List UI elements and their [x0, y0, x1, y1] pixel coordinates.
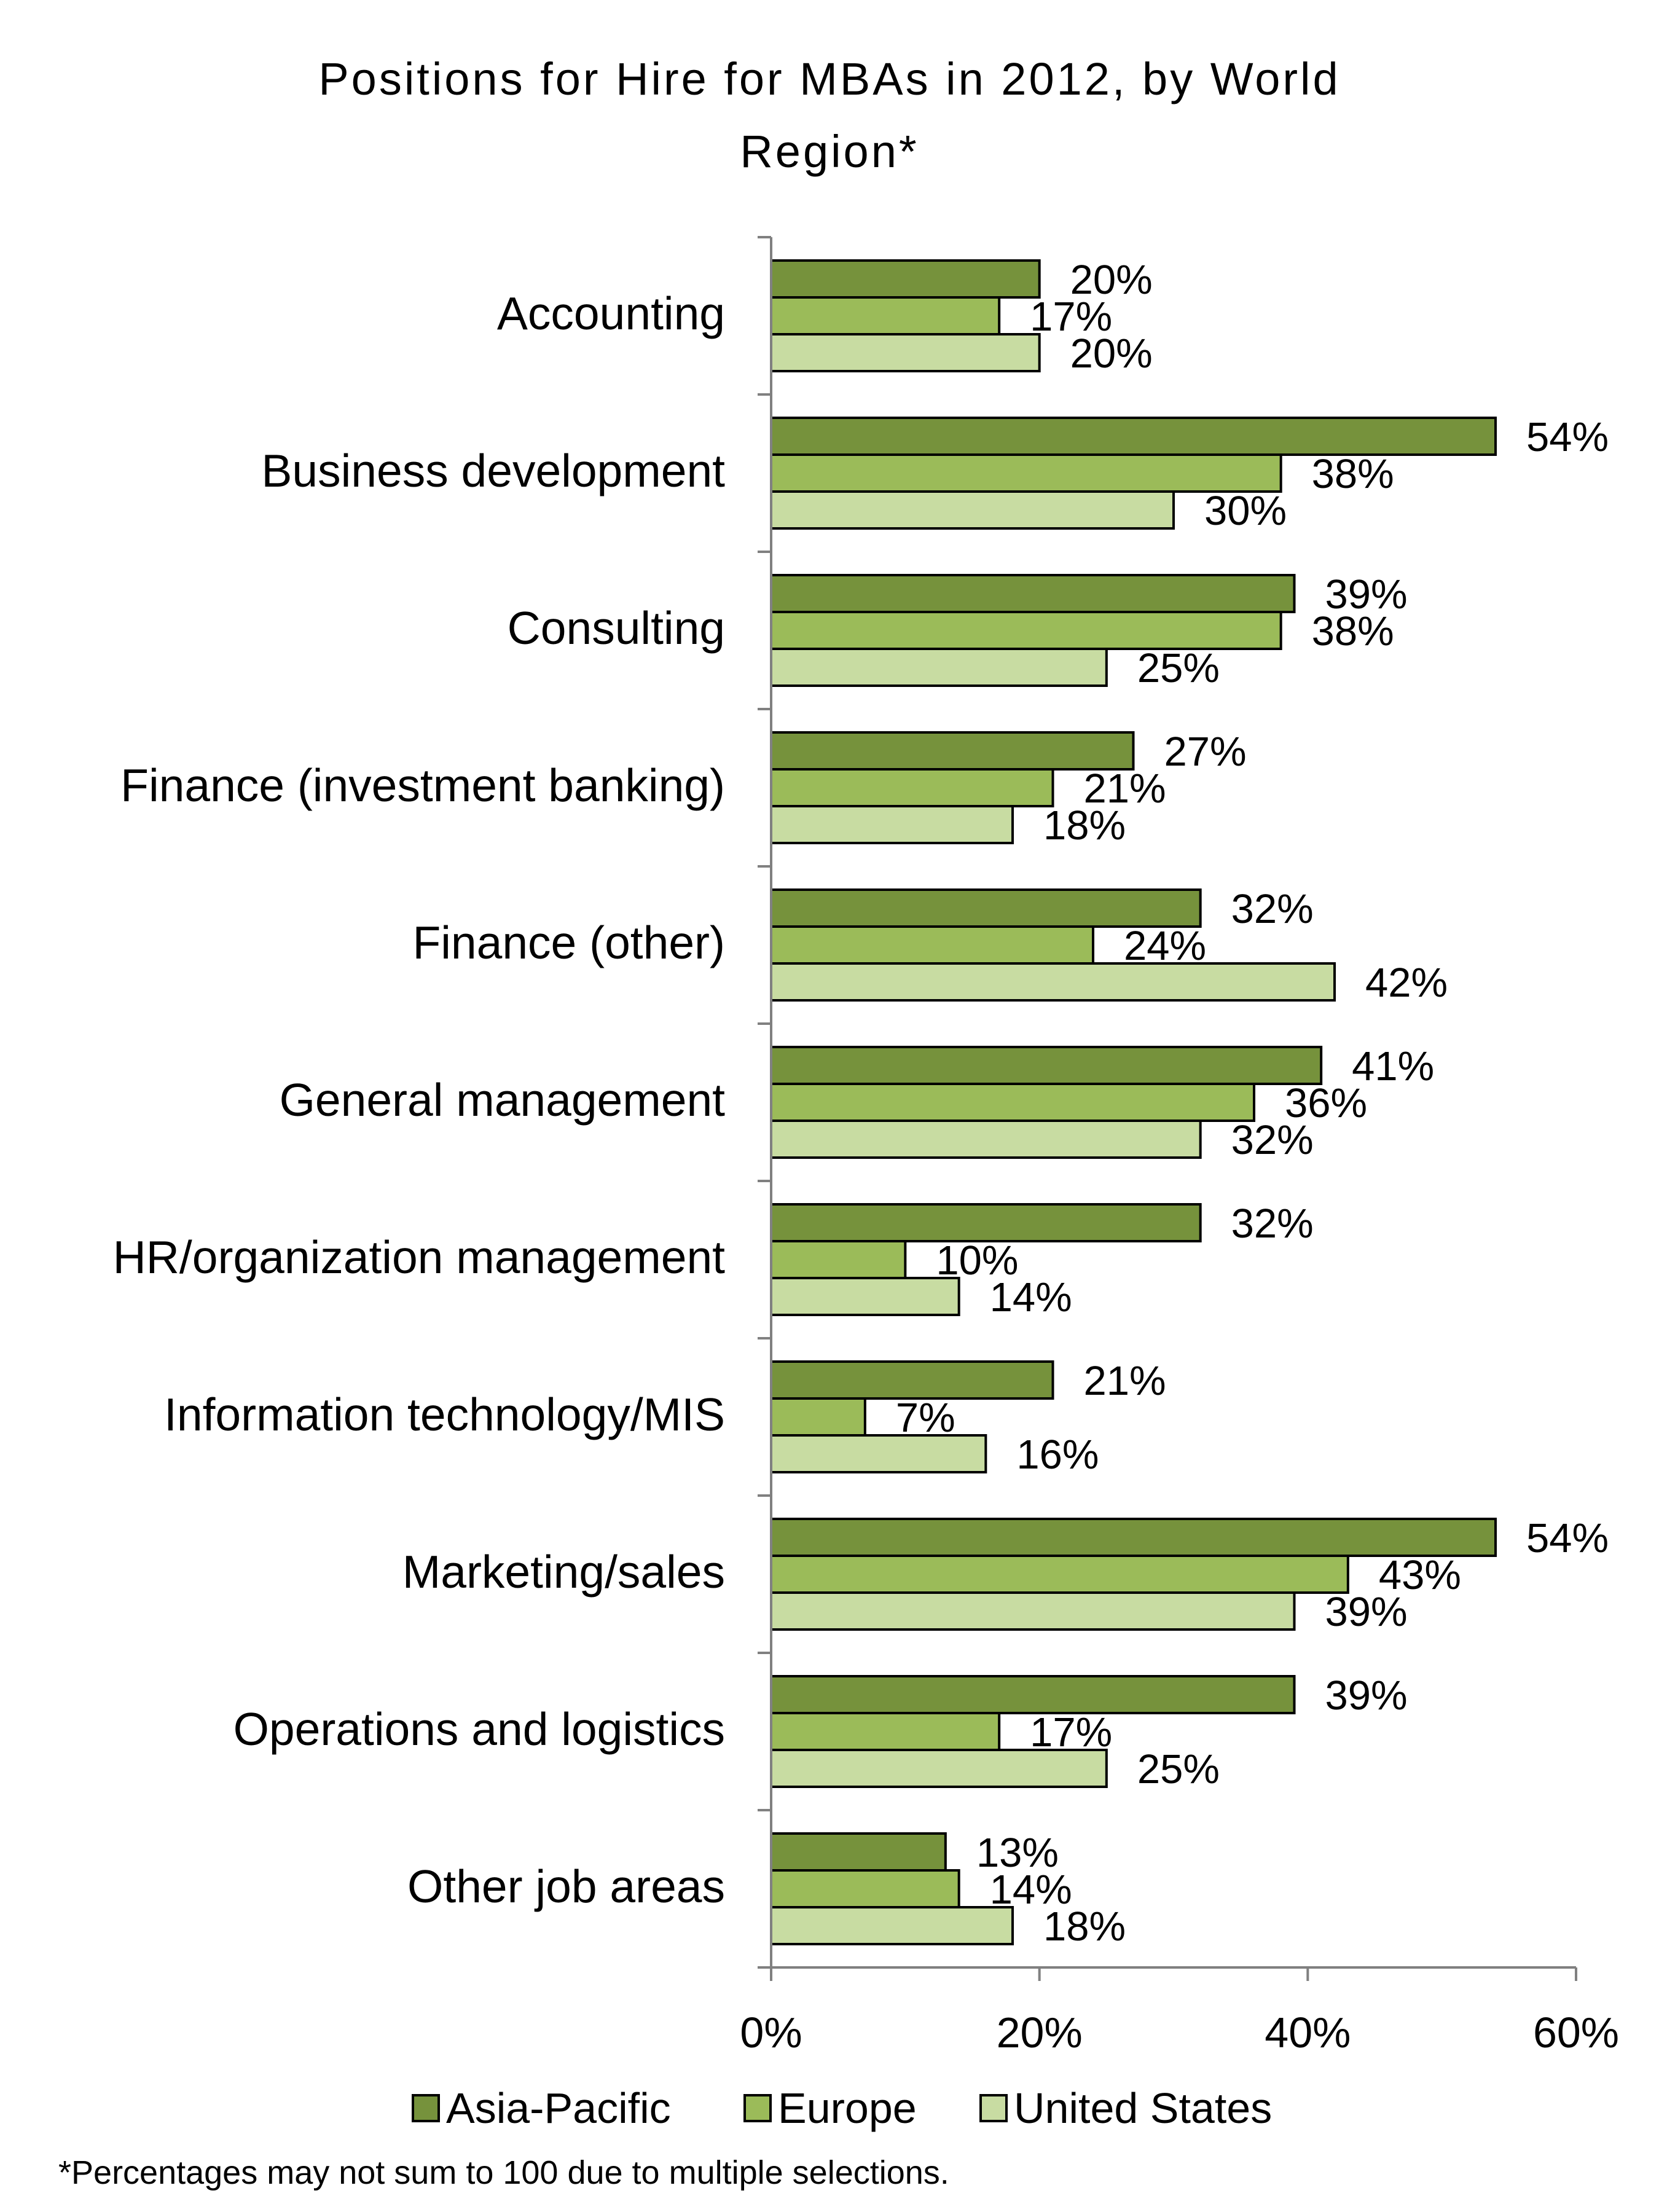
category-label: Information technology/MIS	[164, 1389, 725, 1440]
chart-footnote: *Percentages may not sum to 100 due to m…	[58, 2154, 949, 2191]
data-label: 30%	[1204, 488, 1287, 534]
bar-united-states	[770, 1120, 1202, 1159]
bar-europe	[770, 925, 1094, 965]
x-tick-label: 40%	[1265, 2009, 1351, 2057]
bar-asia-pacific	[770, 259, 1041, 299]
data-label: 25%	[1137, 1746, 1220, 1792]
data-label: 24%	[1124, 923, 1206, 969]
legend-label: Europe	[778, 2084, 917, 2132]
data-label: 10%	[936, 1237, 1018, 1284]
bar-asia-pacific	[770, 1675, 1296, 1714]
bar-europe	[770, 1397, 866, 1437]
category-label: Consulting	[508, 602, 725, 654]
x-tick-label: 0%	[740, 2009, 802, 2057]
data-label: 32%	[1231, 886, 1314, 932]
data-label: 32%	[1231, 1117, 1314, 1163]
bar-united-states	[770, 805, 1014, 844]
bar-united-states	[770, 1434, 987, 1473]
category-label: Finance (other)	[412, 917, 725, 968]
bar-europe	[770, 768, 1054, 807]
x-tick-label: 60%	[1533, 2009, 1619, 2057]
data-label: 16%	[1016, 1432, 1099, 1478]
bar-europe	[770, 1240, 907, 1279]
legend-swatch-united-states	[979, 2094, 1008, 2122]
data-label: 21%	[1084, 1358, 1166, 1404]
data-label: 54%	[1526, 1515, 1609, 1561]
x-tick-label: 20%	[997, 2009, 1083, 2057]
data-label: 18%	[1043, 802, 1126, 849]
category-label: Marketing/sales	[402, 1546, 725, 1598]
data-label: 7%	[896, 1395, 955, 1441]
bar-europe	[770, 1869, 960, 1908]
legend-label: Asia-Pacific	[446, 2084, 671, 2132]
category-label: Other job areas	[407, 1861, 725, 1912]
bar-united-states	[770, 1277, 960, 1316]
category-label: HR/organization management	[113, 1231, 726, 1283]
bar-europe	[770, 296, 1001, 335]
bar-united-states	[770, 962, 1336, 1002]
data-label: 21%	[1084, 766, 1166, 812]
bar-united-states	[770, 1749, 1108, 1788]
data-label: 27%	[1164, 729, 1247, 775]
data-label: 54%	[1526, 414, 1609, 460]
data-label: 17%	[1030, 1709, 1112, 1755]
legend-label: United States	[1014, 2084, 1272, 2132]
bar-asia-pacific	[770, 731, 1135, 771]
data-label: 39%	[1325, 571, 1408, 618]
category-label: Finance (investment banking)	[120, 759, 725, 811]
bar-europe	[770, 1555, 1349, 1594]
data-label: 39%	[1325, 1673, 1408, 1719]
data-label: 36%	[1285, 1080, 1367, 1126]
bar-united-states	[770, 1591, 1296, 1631]
data-label: 14%	[990, 1867, 1072, 1913]
data-label: 25%	[1137, 645, 1220, 691]
data-label: 39%	[1325, 1589, 1408, 1635]
bar-united-states	[770, 333, 1041, 372]
data-label: 32%	[1231, 1201, 1314, 1247]
category-label: Operations and logistics	[233, 1703, 725, 1755]
bar-asia-pacific	[770, 1203, 1202, 1242]
data-label: 13%	[976, 1830, 1059, 1876]
bar-united-states	[770, 490, 1175, 530]
category-label: General management	[280, 1074, 726, 1126]
data-label: 41%	[1352, 1043, 1434, 1089]
bar-europe	[770, 611, 1282, 650]
data-label: 38%	[1312, 608, 1394, 654]
data-label: 38%	[1312, 451, 1394, 497]
legend-swatch-asia-pacific	[412, 2094, 440, 2122]
data-label: 42%	[1365, 960, 1448, 1006]
chart-title: Positions for Hire for MBAs in 2012, by …	[318, 53, 1341, 177]
data-label: 43%	[1379, 1552, 1461, 1598]
bar-asia-pacific	[770, 1360, 1054, 1400]
bar-asia-pacific	[770, 888, 1202, 928]
bar-europe	[770, 453, 1282, 493]
bar-europe	[770, 1083, 1255, 1122]
bar-asia-pacific	[770, 1046, 1323, 1085]
data-label: 17%	[1030, 294, 1112, 340]
legend-swatch-europe	[743, 2094, 772, 2122]
bar-europe	[770, 1712, 1001, 1751]
data-label: 14%	[990, 1274, 1072, 1320]
category-label: Accounting	[497, 288, 725, 339]
bar-united-states	[770, 1906, 1014, 1945]
category-label: Business development	[261, 445, 725, 496]
bar-asia-pacific	[770, 574, 1296, 613]
bar-asia-pacific	[770, 1518, 1497, 1557]
bar-asia-pacific	[770, 1832, 947, 1872]
data-label: 20%	[1070, 257, 1153, 303]
data-label: 18%	[1043, 1904, 1126, 1950]
bar-asia-pacific	[770, 417, 1497, 456]
data-label: 20%	[1070, 331, 1153, 377]
bar-united-states	[770, 648, 1108, 687]
